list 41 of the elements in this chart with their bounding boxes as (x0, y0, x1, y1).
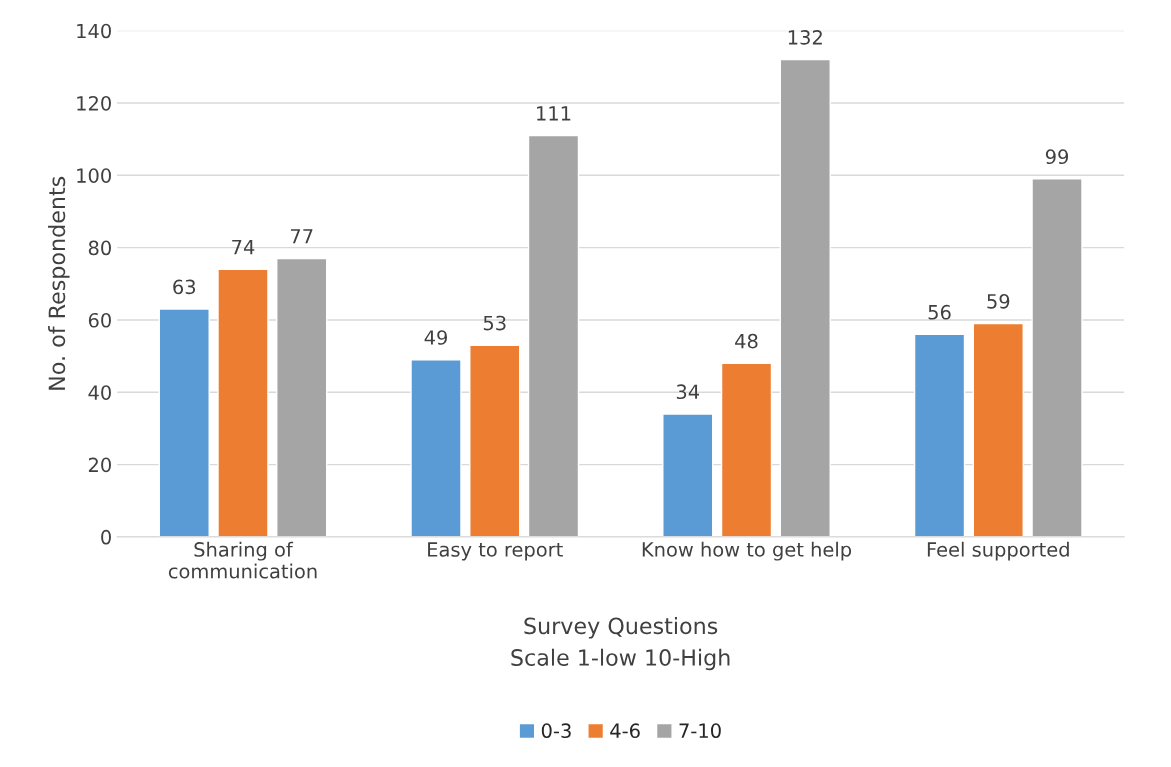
data-label: 99 (1045, 149, 1069, 165)
bar (527, 134, 580, 537)
data-label: 59 (987, 293, 1010, 309)
bar (913, 333, 966, 537)
data-label: 49 (424, 330, 448, 345)
x-tick-label: Feel supported (927, 541, 1069, 561)
data-label: 34 (676, 384, 700, 400)
x-axis-title: Survey Questions Scale 1-low 10-High (511, 617, 730, 671)
y-tick-label: 140 (77, 23, 111, 39)
data-label: 74 (232, 240, 255, 255)
data-label: 111 (537, 106, 571, 121)
legend-label: 4-6 (610, 723, 640, 739)
bar (217, 268, 269, 537)
data-label: 132 (788, 30, 822, 45)
bar (410, 359, 462, 537)
y-axis-title: No. of Respondents (48, 176, 70, 390)
bar (972, 322, 1024, 537)
bar (276, 257, 328, 537)
x-tick-label: Know how to get help (642, 541, 852, 561)
x-tick-label: Sharing of communication (168, 541, 317, 579)
bar (662, 413, 714, 537)
y-tick-label: 40 (88, 385, 111, 400)
bar (720, 362, 773, 537)
x-tick-label: Easy to report (428, 542, 563, 561)
y-tick-label: 100 (77, 168, 111, 183)
data-label: 77 (290, 229, 313, 244)
legend-label: 7-10 (679, 723, 721, 739)
bar (1031, 178, 1083, 537)
bar (469, 344, 521, 537)
bar (779, 58, 831, 537)
y-tick-label: 120 (77, 95, 111, 111)
y-tick-label: 80 (88, 240, 111, 256)
data-label: 48 (735, 333, 758, 349)
data-label: 63 (173, 279, 196, 295)
data-label: 56 (928, 304, 951, 320)
data-label: 53 (483, 315, 506, 331)
bar (158, 308, 210, 537)
y-tick-label: 0 (101, 529, 111, 545)
legend-label: 0-3 (541, 723, 571, 739)
y-tick-label: 20 (88, 457, 111, 473)
y-tick-label: 60 (88, 312, 111, 328)
